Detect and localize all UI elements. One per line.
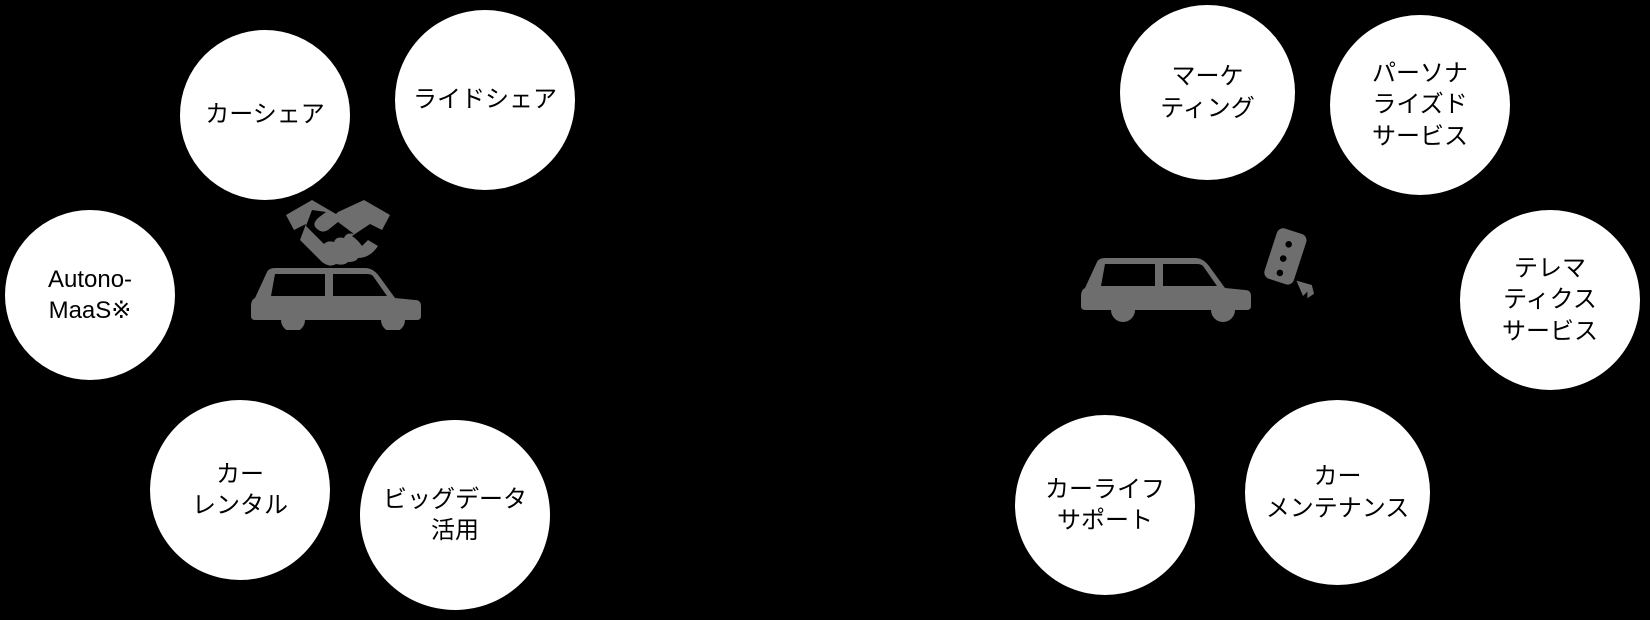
bubble-label: パーソナ ライズド サービス: [1372, 58, 1468, 152]
bubble-telematics: テレマ ティクス サービス: [1460, 210, 1640, 390]
car-key-icon: [1070, 215, 1330, 325]
sharing-cluster: カーシェア ライドシェア Autono- MaaS※ カー レンタル ビッグデー…: [0, 0, 720, 620]
bubble-label: Autono- MaaS※: [48, 264, 132, 326]
bubble-label: テレマ ティクス サービス: [1502, 253, 1598, 347]
bubble-label: マーケ ティング: [1160, 61, 1255, 123]
bubble-autono-maas: Autono- MaaS※: [5, 210, 175, 380]
bubble-label: カーライフ サポート: [1045, 474, 1165, 536]
bubble-ride-share: ライドシェア: [395, 10, 575, 190]
bubble-big-data: ビッグデータ 活用: [360, 420, 550, 610]
car-handshake-icon: [230, 200, 440, 330]
bubble-maintenance: カー メンテナンス: [1245, 400, 1430, 585]
bubble-label: カー メンテナンス: [1266, 461, 1410, 523]
bubble-car-share: カーシェア: [180, 30, 350, 200]
bubble-personalized: パーソナ ライズド サービス: [1330, 15, 1510, 195]
bubble-car-rental: カー レンタル: [150, 400, 330, 580]
bubble-label: ビッグデータ 活用: [383, 484, 527, 546]
bubble-label: カー レンタル: [192, 459, 288, 521]
bubble-label: カーシェア: [205, 99, 325, 130]
ownership-cluster: マーケ ティング パーソナ ライズド サービス テレマ ティクス サービス カー…: [900, 0, 1620, 620]
bubble-label: ライドシェア: [413, 84, 557, 115]
bubble-carlife: カーライフ サポート: [1015, 415, 1195, 595]
bubble-marketing: マーケ ティング: [1120, 5, 1295, 180]
